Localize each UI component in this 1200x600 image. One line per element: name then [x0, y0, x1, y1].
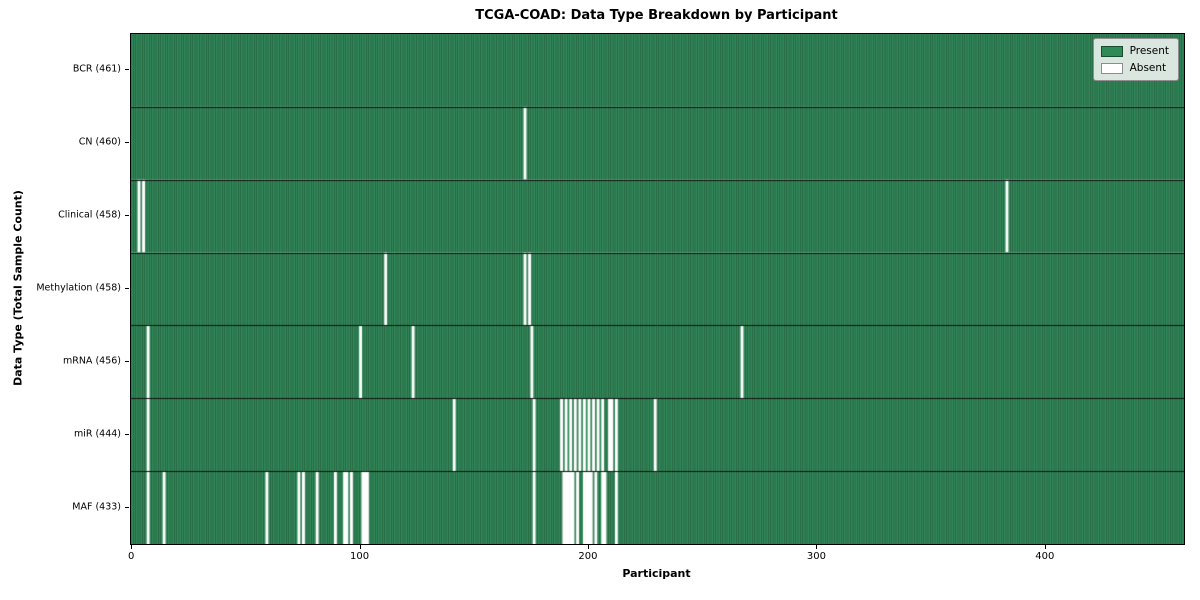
- y-tick-label-Methylation: Methylation (458): [36, 282, 121, 294]
- legend-entry-absent: Absent: [1100, 62, 1169, 74]
- x-tick-mark: [588, 545, 589, 549]
- y-tick-mark: [125, 69, 129, 70]
- heatmap-canvas: [131, 34, 1184, 544]
- legend-label: Present: [1129, 45, 1169, 57]
- y-tick-mark: [125, 215, 129, 216]
- x-tick-label: 100: [350, 551, 370, 562]
- legend-swatch-absent: [1100, 62, 1123, 74]
- x-axis-label: Participant: [622, 567, 691, 580]
- plot-area: Present Absent: [130, 33, 1185, 545]
- legend: Present Absent: [1092, 38, 1179, 81]
- x-tick-mark: [1045, 545, 1046, 549]
- x-tick-label: 200: [578, 551, 598, 562]
- y-tick-label-BCR: BCR (461): [72, 63, 121, 75]
- y-tick-label-Clinical: Clinical (458): [58, 209, 121, 221]
- chart-title: TCGA-COAD: Data Type Breakdown by Partic…: [475, 8, 838, 23]
- legend-swatch-present: [1100, 45, 1123, 57]
- y-tick-label-CN: CN (460): [78, 136, 121, 148]
- x-tick-label: 300: [806, 551, 826, 562]
- y-tick-label-MAF: MAF (433): [72, 501, 121, 513]
- y-tick-mark: [125, 507, 129, 508]
- y-tick-mark: [125, 142, 129, 143]
- legend-label: Absent: [1129, 62, 1167, 74]
- y-tick-mark: [125, 434, 129, 435]
- x-tick-mark: [816, 545, 817, 549]
- x-tick-mark: [360, 545, 361, 549]
- x-tick-mark: [131, 545, 132, 549]
- y-tick-label-mRNA: mRNA (456): [62, 355, 121, 367]
- x-tick-label: 400: [1035, 551, 1055, 562]
- y-tick-mark: [125, 361, 129, 362]
- y-tick-label-miR: miR (444): [73, 428, 121, 440]
- y-tick-mark: [125, 288, 129, 289]
- x-tick-label: 0: [127, 551, 135, 562]
- legend-entry-present: Present: [1100, 45, 1169, 57]
